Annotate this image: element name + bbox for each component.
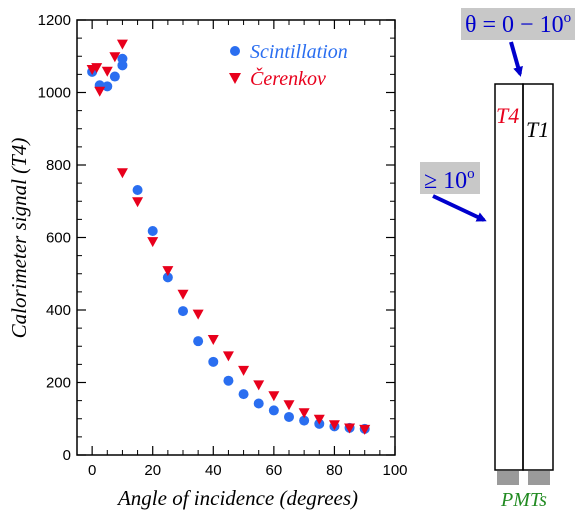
cerenkov-point [147, 237, 159, 248]
data-points [86, 39, 371, 435]
y-axis-title: Calorimeter signal (T4) [7, 138, 31, 339]
cerenkov-point [162, 266, 174, 277]
top-arrow [509, 41, 523, 77]
side-angle-label: ≥ 10o [424, 166, 475, 194]
y-tick-label: 1200 [38, 12, 71, 29]
top-angle-text: θ = 0 − 10 [465, 12, 564, 38]
cerenkov-point [91, 63, 103, 74]
cerenkov-point [109, 52, 121, 63]
cerenkov-point [313, 414, 325, 425]
scintillation-point [284, 411, 294, 422]
scintillation-point [223, 375, 234, 386]
side-angle-sup: o [467, 166, 475, 182]
scintillation-point [162, 272, 173, 283]
top-angle-label: θ = 0 − 10o [465, 10, 571, 38]
legend: Scintillation Čerenkov [229, 41, 348, 90]
side-angle-text: ≥ 10 [424, 168, 467, 194]
x-axis-title: Angle of incidence (degrees) [116, 486, 358, 510]
y-tick-label: 0 [63, 447, 71, 464]
scintillation-point [132, 185, 143, 196]
top-angle-sup: o [564, 10, 572, 26]
cerenkov-point [298, 408, 310, 419]
y-tick-label: 1000 [38, 85, 71, 102]
cerenkov-point [116, 39, 128, 50]
legend-marker-cerenkov [229, 73, 241, 84]
scintillation-point [238, 389, 249, 400]
scintillation-point [268, 405, 279, 416]
scintillation-point [193, 336, 204, 347]
scintillation-point [117, 53, 128, 64]
cerenkov-point [238, 365, 250, 376]
legend-label-scintillation: Scintillation [250, 41, 348, 63]
y-tick-label: 400 [46, 302, 71, 319]
scintillation-point [102, 81, 113, 92]
cerenkov-point [283, 400, 295, 411]
pmt-block-t4 [497, 471, 519, 485]
y-tick-label: 600 [46, 230, 71, 247]
t4-label: T4 [496, 103, 519, 128]
cerenkov-point [177, 289, 189, 300]
x-tick-label: 100 [382, 462, 407, 479]
cerenkov-point [222, 351, 234, 362]
plot-frame [76, 19, 396, 456]
legend-label-cerenkov: Čerenkov [250, 66, 326, 90]
cerenkov-point [132, 197, 144, 208]
cerenkov-point [253, 380, 265, 391]
side-label-box [420, 162, 480, 194]
cerenkov-point [344, 423, 356, 434]
cerenkov-point [328, 420, 340, 431]
top-label-box [461, 8, 575, 40]
scintillation-point [208, 356, 219, 367]
pmts-label: PMTs [500, 489, 547, 511]
y-tick-label: 200 [46, 375, 71, 392]
x-tick-label: 40 [205, 462, 222, 479]
cerenkov-point [192, 309, 204, 320]
cerenkov-point [207, 335, 219, 345]
x-tick-label: 80 [326, 462, 343, 479]
t4-bar [494, 83, 524, 471]
cerenkov-point [359, 424, 371, 435]
scintillation-point [299, 415, 310, 426]
scintillation-point [109, 71, 120, 82]
x-tick-label: 20 [144, 462, 161, 479]
scintillation-point [178, 306, 188, 317]
scintillation-point [147, 225, 158, 236]
detector-diagram: θ = 0 − 10o ≥ 10o T4 T1 PMTs [420, 8, 575, 511]
scintillation-point [253, 398, 264, 409]
cerenkov-point [268, 391, 280, 402]
t1-bar [522, 83, 554, 471]
legend-marker-scintillation [230, 46, 240, 56]
x-tick-label: 0 [88, 462, 96, 479]
axis-ticks [77, 19, 396, 456]
pmt-block-t1 [528, 471, 550, 485]
x-tick-label: 60 [266, 462, 283, 479]
t1-label: T1 [526, 117, 549, 142]
cerenkov-point [116, 168, 128, 179]
cerenkov-point [101, 66, 113, 77]
cerenkov-point [94, 86, 106, 97]
y-tick-label: 800 [46, 157, 71, 174]
side-arrow [432, 194, 487, 222]
